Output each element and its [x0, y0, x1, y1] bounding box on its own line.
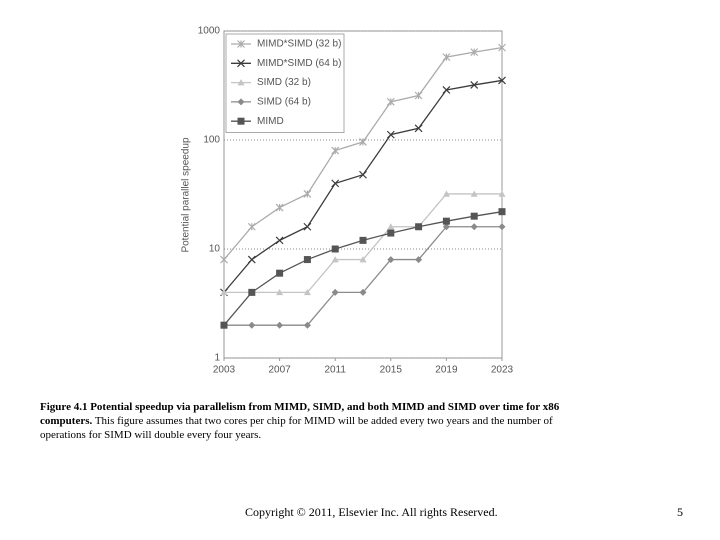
marker	[303, 321, 311, 329]
marker	[247, 222, 256, 231]
y-tick-label: 100	[203, 135, 220, 146]
marker	[498, 223, 506, 231]
x-tick-label: 2003	[213, 365, 236, 376]
marker	[442, 53, 451, 62]
legend-label: MIMD*SIMD (64 b)	[257, 58, 341, 69]
marker	[415, 256, 423, 264]
y-tick-label: 1000	[198, 26, 221, 37]
marker	[498, 208, 506, 216]
marker	[442, 223, 450, 231]
caption-bold: Figure 4.1 Potential speedup via paralle…	[40, 401, 560, 427]
marker	[442, 190, 450, 197]
marker	[303, 222, 312, 231]
marker	[359, 236, 367, 244]
marker	[470, 48, 479, 57]
marker	[331, 288, 339, 296]
marker	[237, 79, 245, 86]
y-axis-label: Potential parallel speedup	[181, 137, 192, 253]
x-tick-label: 2015	[380, 365, 403, 376]
marker	[303, 256, 311, 264]
marker	[248, 321, 256, 329]
x-tick-label: 2023	[491, 365, 514, 376]
marker	[237, 117, 245, 125]
x-tick-label: 2007	[268, 365, 291, 376]
marker	[498, 190, 506, 197]
legend-label: SIMD (64 b)	[257, 97, 311, 108]
marker	[276, 321, 284, 329]
marker	[275, 236, 284, 245]
marker	[303, 288, 311, 296]
marker	[303, 190, 312, 198]
x-tick-label: 2011	[324, 365, 346, 376]
marker	[220, 321, 228, 329]
marker	[386, 130, 395, 139]
y-tick-label: 1	[214, 353, 220, 364]
marker	[331, 256, 339, 263]
marker	[470, 81, 479, 89]
marker	[220, 255, 228, 264]
marker	[387, 256, 395, 264]
marker	[331, 245, 339, 253]
marker	[470, 223, 478, 231]
legend-label: SIMD (32 b)	[257, 77, 311, 88]
marker	[386, 97, 395, 106]
marker	[359, 138, 367, 146]
marker	[248, 288, 256, 296]
marker	[237, 59, 245, 68]
legend-label: MIMD*SIMD (32 b)	[257, 39, 341, 50]
legend-label: MIMD	[257, 116, 284, 127]
caption: Figure 4.1 Potential speedup via paralle…	[40, 400, 600, 442]
x-tick-label: 2019	[435, 365, 458, 376]
chart: Potential parallel speedup 1 10 100 1000 200…	[181, 26, 514, 376]
y-tick-label: 10	[209, 244, 221, 255]
marker	[359, 288, 367, 296]
marker	[414, 124, 423, 133]
marker	[442, 86, 451, 94]
page-number: 5	[677, 505, 683, 519]
marker	[276, 288, 284, 296]
marker	[470, 190, 478, 197]
marker	[237, 98, 245, 106]
marker	[359, 170, 367, 179]
marker	[247, 255, 256, 264]
marker	[331, 146, 340, 155]
marker	[275, 203, 284, 212]
marker	[387, 229, 395, 237]
copyright: Copyright © 2011, Elsevier Inc. All righ…	[245, 505, 498, 519]
caption-text: This figure assumes that two cores per c…	[40, 415, 553, 441]
marker	[220, 288, 228, 296]
marker	[498, 76, 506, 85]
marker	[276, 269, 284, 277]
marker	[359, 256, 367, 263]
marker	[498, 43, 506, 52]
series-line	[223, 211, 503, 326]
marker	[442, 217, 450, 225]
marker	[414, 91, 423, 100]
marker	[331, 179, 340, 188]
marker	[470, 212, 478, 220]
marker	[415, 223, 423, 231]
marker	[237, 40, 245, 48]
marker	[387, 223, 395, 230]
